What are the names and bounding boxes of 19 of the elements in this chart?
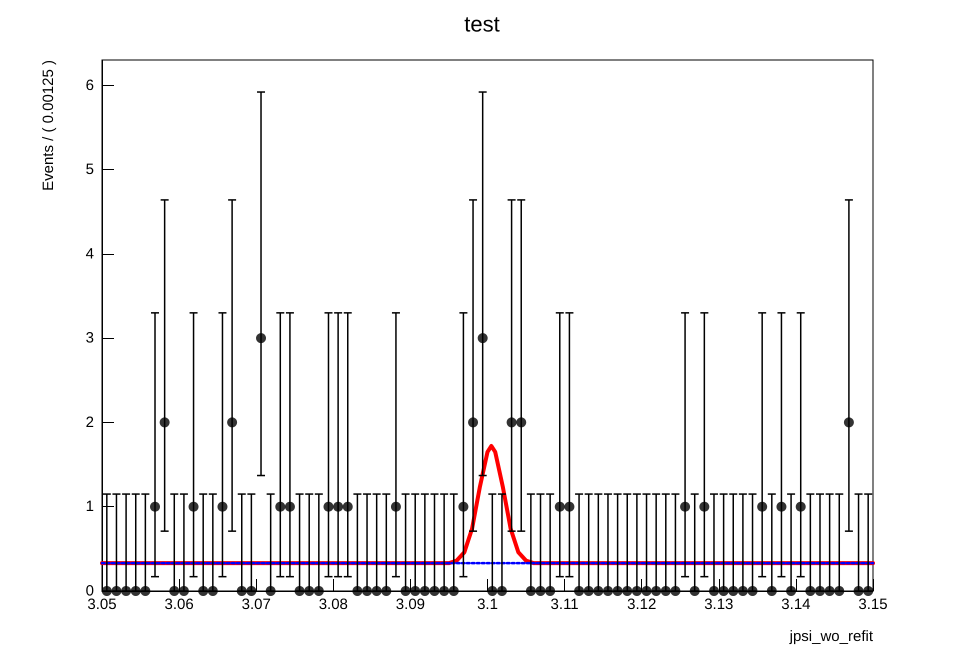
y-tick-label: 5 bbox=[86, 161, 94, 178]
x-tick-label: 3.13 bbox=[704, 596, 734, 613]
y-tick-label: 4 bbox=[86, 245, 94, 262]
x-tick-label: 3.15 bbox=[858, 596, 888, 613]
y-tick-label: 6 bbox=[86, 76, 94, 94]
x-tick-label: 3.11 bbox=[550, 596, 579, 613]
x-tick-label: 3.12 bbox=[627, 596, 656, 613]
x-tick-label: 3.08 bbox=[318, 596, 348, 613]
x-tick-label: 3.09 bbox=[396, 596, 425, 613]
y-axis-title: Events / ( 0.00125 ) bbox=[40, 60, 57, 191]
x-tick-label: 3.07 bbox=[242, 596, 271, 613]
x-tick-label: 3.06 bbox=[164, 596, 194, 613]
y-tick-label: 3 bbox=[86, 330, 94, 347]
y-tick-label: 1 bbox=[86, 498, 94, 516]
x-tick-label: 3.1 bbox=[477, 596, 498, 613]
y-tick-label: 2 bbox=[86, 414, 94, 431]
x-tick-label: 3.14 bbox=[781, 596, 810, 613]
chart-title: test bbox=[464, 12, 500, 36]
x-axis-title: jpsi_wo_refit bbox=[788, 628, 874, 645]
